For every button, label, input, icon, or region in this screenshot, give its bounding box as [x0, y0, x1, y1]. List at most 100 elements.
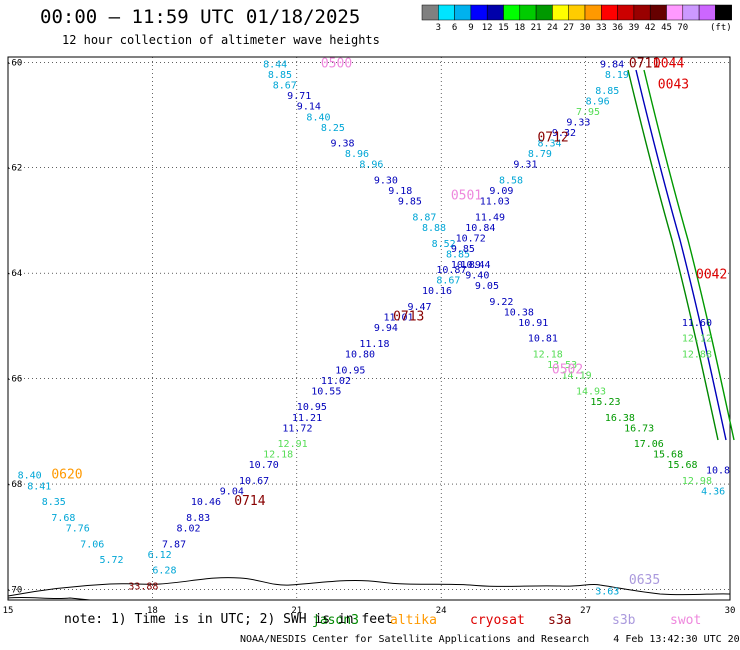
swh-value: 8.87: [412, 212, 436, 223]
swh-value: 33.88: [128, 581, 158, 592]
colorbar-label: 42: [645, 23, 656, 33]
page-subtitle: 12 hour collection of altimeter wave hei…: [62, 33, 380, 47]
track-time-label: 0043: [658, 78, 689, 93]
swh-value: 6.12: [148, 550, 172, 561]
colorbar-cell: [617, 4, 635, 21]
colorbar-cell: [519, 4, 537, 21]
footnote: note: 1) Time is in UTC; 2) SWH is in fe…: [64, 612, 393, 627]
swh-value: 9.40: [465, 270, 489, 281]
track-time-label: 0713: [393, 310, 424, 325]
colorbar-cell: [470, 4, 488, 21]
swh-value: 8.67: [273, 81, 297, 92]
swh-value: 8.96: [345, 149, 369, 160]
satellite-legend: jason3 altika cryosat s3a s3b swot: [312, 613, 701, 628]
swh-value: 13.53: [547, 360, 577, 371]
gridlines: [8, 57, 730, 600]
swh-value: 9.47: [408, 302, 432, 313]
swh-value: 16.38: [605, 413, 635, 424]
swh-value: 15.68: [653, 450, 683, 461]
swh-value: 7.95: [576, 107, 600, 118]
colorbar-label: 18: [514, 23, 525, 33]
swh-value: 10.91: [518, 318, 548, 329]
swh-value: 5.72: [99, 555, 123, 566]
y-tick-label: -66: [6, 375, 22, 385]
swh-value: 9.71: [287, 91, 311, 102]
swh-value: 9.30: [374, 176, 398, 187]
colorbar-cell: [649, 4, 667, 21]
colorbar-cell: [552, 4, 569, 21]
track-time-labels: 0500 0501 0502 0711 0712 0713 0714 0044 0043 0042…: [51, 57, 727, 589]
swh-value: 10.46: [191, 497, 221, 508]
swh-value: 10.8: [706, 465, 730, 476]
swh-values: 8.448.858.679.719.148.408.259.388.968.96…: [18, 60, 730, 598]
colorbar-label: 3: [436, 23, 441, 33]
map-frame: [7, 56, 731, 601]
colorbar-label: 21: [531, 23, 542, 33]
colorbar-cell: [584, 4, 602, 21]
coastline: [7, 577, 731, 601]
swh-value: 8.79: [528, 149, 552, 160]
swh-value: 9.31: [513, 160, 537, 171]
axis-ticks: 15 18 21 24 27 30 -60 -62 -64 -66 -68 -70: [3, 58, 736, 616]
swh-value: 12.12: [682, 334, 712, 345]
legend-cryosat: cryosat: [470, 613, 525, 628]
swh-value: 11.01: [383, 313, 413, 324]
swh-value: 8.85: [595, 86, 619, 97]
colorbar-unit: (ft): [710, 23, 732, 33]
swh-value: 12.98: [682, 476, 712, 487]
swh-value: 9.85: [398, 197, 422, 208]
swh-value: 11.02: [321, 376, 351, 387]
track-time-label: 0711: [629, 57, 660, 72]
swh-value: 10.84: [465, 223, 495, 234]
swh-value: 7.76: [66, 523, 90, 534]
track-time-label: 0502: [552, 362, 583, 377]
swh-value: 8.85: [268, 70, 292, 81]
page-title: 00:00 – 11:59 UTC 01/18/2025: [40, 6, 361, 28]
legend-jason3: jason3: [312, 613, 359, 628]
colorbar-cell: [601, 4, 618, 21]
swh-value: 11.49: [475, 212, 505, 223]
swh-value: 16.73: [624, 423, 654, 434]
legend-s3a: s3a: [548, 613, 571, 628]
swh-value: 9.09: [489, 186, 513, 197]
x-tick-label: 27: [580, 606, 591, 616]
swh-value: 8.52: [432, 239, 456, 250]
colorbar-label: 33: [596, 23, 607, 33]
swh-value: 9.22: [489, 297, 513, 308]
colorbar-cell: [666, 4, 684, 21]
swh-value: 9.33: [566, 118, 590, 129]
swh-value: 12.18: [533, 349, 563, 360]
colorbar-label: 45: [661, 23, 672, 33]
colorbar-cell: [698, 4, 716, 21]
swh-value: 6.28: [152, 566, 176, 577]
swh-value: 10.70: [249, 460, 279, 471]
colorbar-label: 12: [482, 23, 493, 33]
swh-value: 8.35: [42, 497, 66, 508]
x-tick-label: 15: [3, 606, 14, 616]
swh-value: 11.60: [682, 318, 712, 329]
swh-value: 9.85: [451, 244, 475, 255]
swh-value: 8.85: [446, 249, 470, 260]
swh-value: 8.67: [436, 276, 460, 287]
swh-value: 12.18: [263, 450, 293, 461]
swh-value: 9.84: [600, 60, 624, 71]
colorbar-label: 15: [498, 23, 509, 33]
swh-value: 9.18: [388, 186, 412, 197]
credit-line: NOAA/NESDIS Center for Satellite Applica…: [240, 634, 740, 645]
swh-value: 9.14: [297, 102, 321, 113]
y-tick-label: -70: [6, 585, 22, 595]
swh-value: 11.72: [282, 423, 312, 434]
swh-value: 12.88: [682, 349, 712, 360]
swh-value: 10.95: [297, 402, 327, 413]
legend-swot: swot: [670, 613, 701, 628]
swh-value: 9.94: [374, 323, 398, 334]
swh-value: 12.91: [278, 439, 308, 450]
x-tick-label: 18: [147, 606, 158, 616]
track-jason3: [627, 69, 735, 441]
swh-value: 10.67: [239, 476, 269, 487]
colorbar-label: 30: [580, 23, 591, 33]
swh-value: 8.44: [263, 60, 287, 71]
swh-value: 8.34: [537, 139, 561, 150]
swh-value: 17.06: [634, 439, 664, 450]
